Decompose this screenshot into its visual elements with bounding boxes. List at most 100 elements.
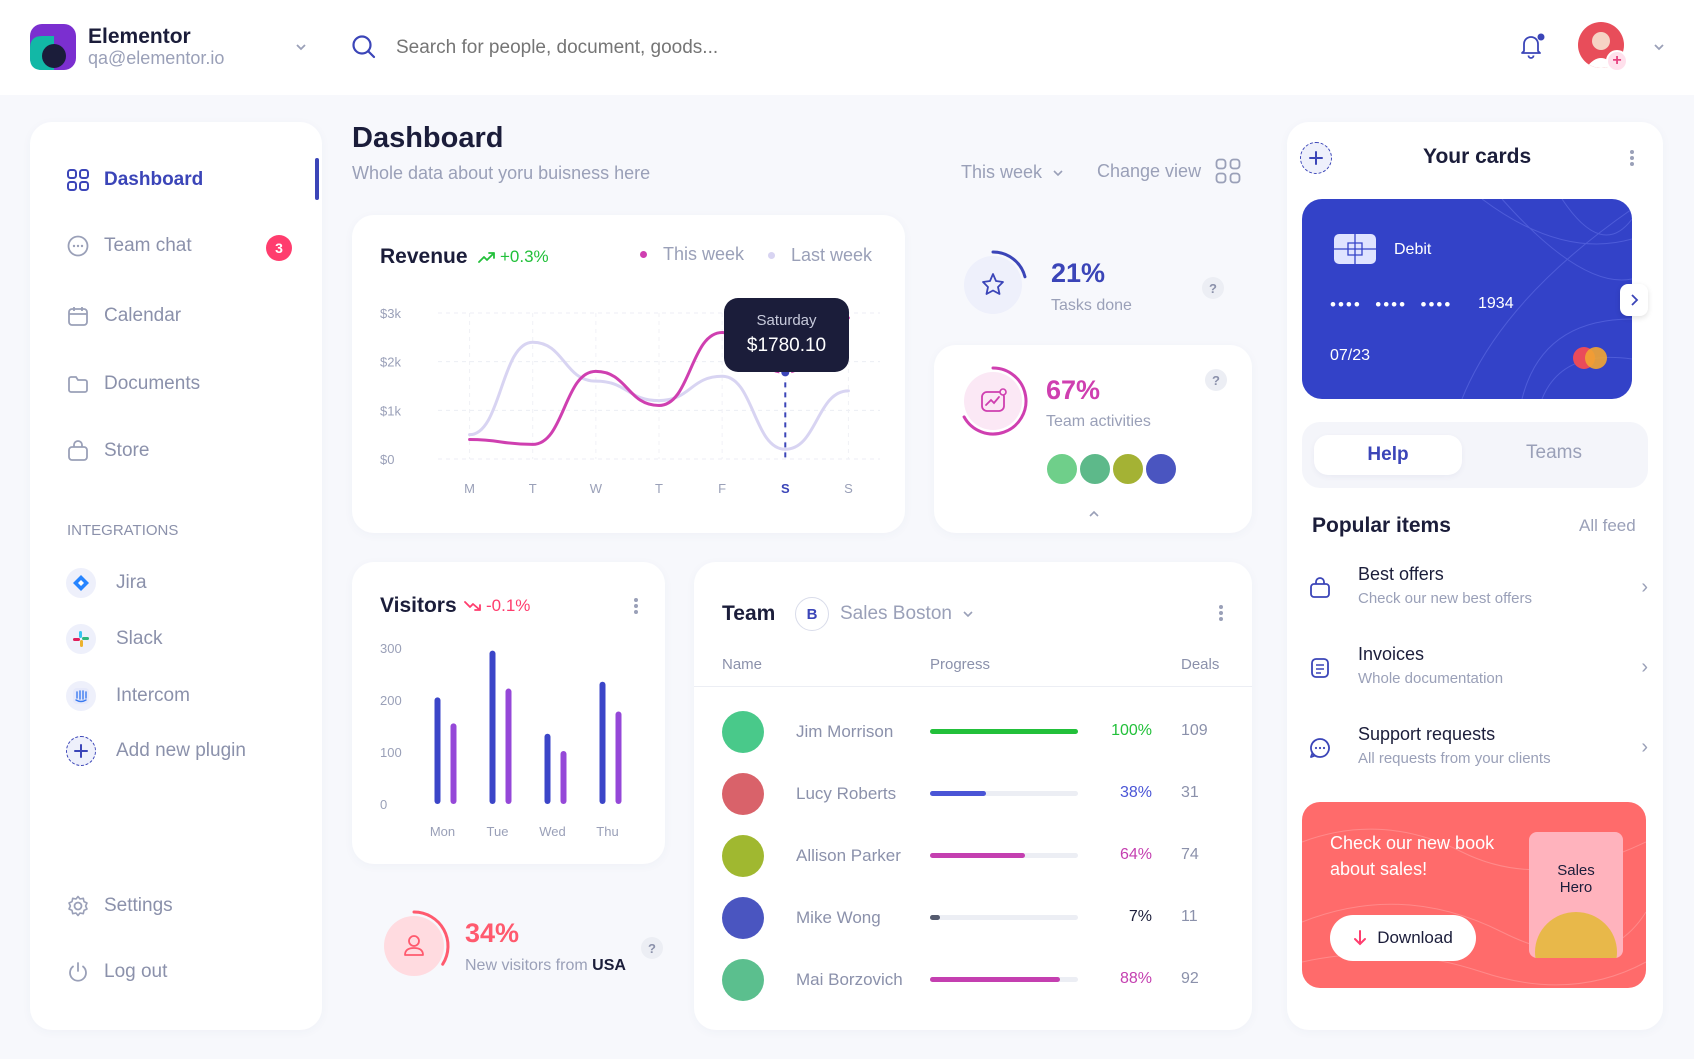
- bar: [560, 750, 567, 804]
- sidebar-item-logout[interactable]: Log out: [66, 957, 167, 987]
- avatar: [722, 711, 764, 753]
- sidebar-item-jira[interactable]: Jira: [66, 567, 147, 599]
- account-chevron-down-icon[interactable]: [290, 36, 312, 58]
- sidebar-item-intercom[interactable]: Intercom: [66, 680, 190, 712]
- tasks-value: 21%: [1051, 258, 1106, 288]
- table-row[interactable]: Lucy Roberts 38% 31: [722, 773, 1222, 817]
- sidebar-item-slack[interactable]: Slack: [66, 623, 162, 655]
- download-icon: [1353, 930, 1367, 946]
- table-row[interactable]: Allison Parker 64% 74: [722, 835, 1222, 879]
- chevron-down-icon: [962, 608, 974, 620]
- popular-item-best-offers[interactable]: Best offers Check our new best offers ›: [1308, 564, 1648, 624]
- avatar: [722, 835, 764, 877]
- tab-teams[interactable]: Teams: [1526, 442, 1582, 463]
- member-name: Lucy Roberts: [796, 784, 897, 803]
- jira-icon: [66, 568, 96, 598]
- help-icon[interactable]: ?: [641, 937, 663, 959]
- y-tick-label: $0: [380, 452, 394, 467]
- star-icon: [982, 273, 1004, 295]
- table-row[interactable]: Mai Borzovich 88% 92: [722, 959, 1222, 1003]
- new-visitors-value: 34%: [465, 918, 520, 948]
- y-tick-label: $1k: [380, 403, 401, 418]
- popular-item-invoices[interactable]: Invoices Whole documentation ›: [1308, 644, 1648, 704]
- download-button[interactable]: Download: [1330, 915, 1476, 961]
- avatar: [722, 897, 764, 939]
- change-view-button[interactable]: Change view: [1097, 158, 1241, 184]
- sidebar-item-documents[interactable]: Documents: [66, 369, 200, 399]
- tab-help[interactable]: Help: [1314, 435, 1462, 475]
- x-tick-label: T: [529, 481, 537, 496]
- slack-icon: [66, 624, 96, 654]
- team-group-select[interactable]: Sales Boston: [840, 603, 974, 625]
- integration-label: Jira: [116, 572, 147, 593]
- period-label: This week: [961, 162, 1043, 182]
- popular-item-subtitle: Whole documentation: [1358, 670, 1504, 687]
- tasks-label: Tasks done: [1051, 297, 1132, 314]
- next-card-button[interactable]: [1620, 284, 1648, 316]
- chevron-right-icon: ›: [1641, 736, 1648, 758]
- team-avatars: [1045, 452, 1185, 488]
- chevron-up-icon[interactable]: [1084, 506, 1104, 522]
- more-vertical-icon[interactable]: [626, 595, 646, 617]
- sidebar-item-team-chat[interactable]: Team chat: [66, 231, 192, 261]
- team-group-badge: B: [795, 597, 829, 631]
- integration-label: Slack: [116, 628, 163, 649]
- profile-chevron-down-icon[interactable]: [1648, 36, 1670, 58]
- sidebar-item-dashboard[interactable]: Dashboard: [66, 165, 203, 195]
- gear-icon: [66, 894, 90, 918]
- progress-percent: 64%: [1119, 846, 1152, 863]
- change-view-label: Change view: [1097, 160, 1202, 181]
- bell-icon[interactable]: [1515, 30, 1547, 62]
- legend-label: Last week: [791, 245, 873, 265]
- progress-track: [930, 977, 1078, 982]
- period-select[interactable]: This week: [961, 162, 1064, 183]
- chip-icon: [1334, 234, 1376, 264]
- bar: [450, 723, 457, 804]
- trend-up-icon: [478, 250, 496, 264]
- chevron-right-icon: ›: [1641, 656, 1648, 678]
- calendar-icon: [66, 304, 90, 328]
- sidebar-item-calendar[interactable]: Calendar: [66, 301, 181, 331]
- revenue-card: [352, 215, 905, 533]
- more-vertical-icon[interactable]: [1211, 602, 1231, 624]
- page-title: Dashboard: [352, 122, 504, 154]
- sidebar-item-label: Documents: [104, 373, 201, 394]
- sidebar-item-settings[interactable]: Settings: [66, 891, 173, 921]
- search-icon[interactable]: [350, 33, 378, 61]
- deals-count: 109: [1181, 722, 1208, 739]
- revenue-title: Revenue: [380, 245, 468, 268]
- sidebar-item-label: Log out: [104, 961, 168, 982]
- table-row[interactable]: Mike Wong 7% 11: [722, 897, 1222, 941]
- bar: [489, 650, 496, 804]
- column-header-name: Name: [722, 656, 763, 673]
- more-vertical-icon[interactable]: [1622, 147, 1642, 169]
- plus-icon: [66, 736, 96, 766]
- help-icon[interactable]: ?: [1205, 369, 1227, 391]
- table-row[interactable]: Jim Morrison 100% 109: [722, 711, 1222, 755]
- add-card-icon[interactable]: [1300, 142, 1332, 174]
- popular-title: Popular items: [1312, 514, 1451, 537]
- promo-banner: Check our new book about sales! Download…: [1302, 802, 1646, 988]
- visitors-title: Visitors: [380, 594, 457, 617]
- legend-dot: [768, 252, 775, 259]
- add-account-icon[interactable]: +: [1606, 50, 1628, 72]
- column-header-progress: Progress: [930, 656, 991, 673]
- card-last4: 1934: [1478, 295, 1514, 312]
- sidebar-item-add-plugin[interactable]: Add new plugin: [66, 735, 246, 767]
- progress-percent: 100%: [1111, 722, 1152, 739]
- revenue-chart: $3k $2k $1k $0 M T W T F S S: [380, 306, 880, 496]
- sidebar-item-label: Team chat: [104, 235, 192, 256]
- all-feed-link[interactable]: All feed: [1579, 516, 1636, 535]
- document-icon: [1308, 656, 1332, 680]
- popular-item-support[interactable]: Support requests All requests from your …: [1308, 724, 1648, 784]
- help-icon[interactable]: ?: [1202, 277, 1224, 299]
- y-tick-label: 200: [380, 693, 402, 708]
- series-line-last-week: [468, 340, 850, 451]
- search-input[interactable]: [396, 30, 996, 66]
- revenue-change-value: +0.3%: [500, 247, 549, 266]
- new-visitors-country: USA: [592, 957, 626, 974]
- debit-card[interactable]: Debit •••• •••• •••• 1934 07/23: [1302, 199, 1632, 399]
- integration-label: Intercom: [116, 685, 190, 706]
- sidebar-item-store[interactable]: Store: [66, 436, 149, 466]
- progress-track: [930, 791, 1078, 796]
